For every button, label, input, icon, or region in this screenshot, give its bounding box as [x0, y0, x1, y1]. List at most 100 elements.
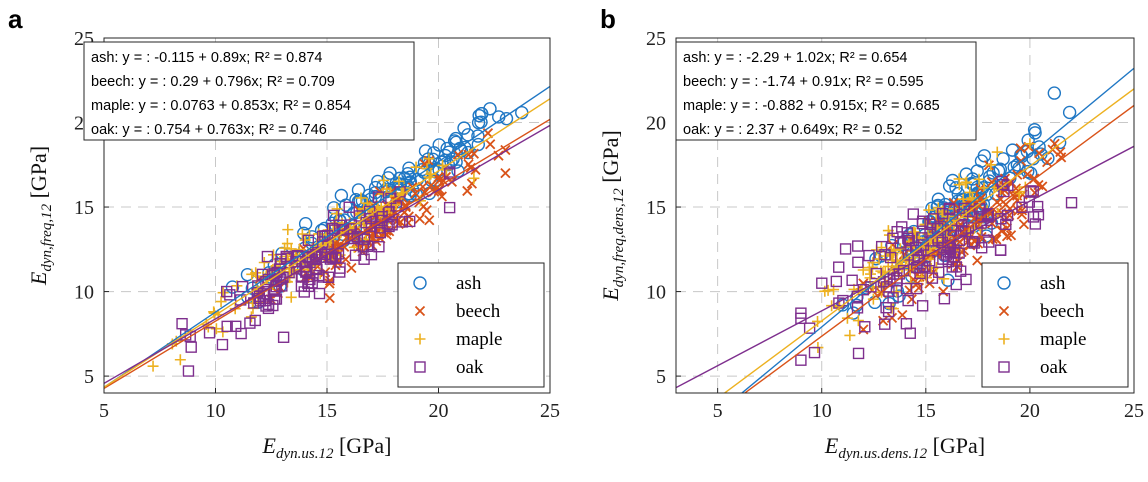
point-maple [1024, 138, 1036, 150]
point-oak [981, 224, 993, 236]
point-oak [327, 209, 340, 222]
point-oak [896, 221, 908, 233]
point-oak [302, 277, 314, 290]
point-oak [313, 287, 326, 300]
y-tick-label: 20 [646, 113, 666, 135]
point-oak [1031, 200, 1044, 213]
point-maple [468, 172, 480, 184]
point-oak [816, 277, 828, 289]
x-axis-label-main: E [824, 433, 839, 458]
point-oak [353, 210, 366, 222]
point-oak [932, 266, 945, 278]
point-beech [436, 191, 447, 202]
y-tick-label: 25 [646, 28, 666, 50]
fit-lines [104, 85, 550, 390]
point-oak [839, 243, 852, 255]
equation-beech: beech: y = : 0.29 + 0.796x; R² = 0.709 [91, 74, 335, 90]
point-beech [1042, 157, 1053, 168]
point-oak [361, 240, 374, 253]
point-oak [916, 217, 929, 230]
point-oak [859, 321, 871, 333]
fit-line-maple [104, 98, 550, 388]
x-tick-label: 10 [812, 400, 832, 422]
point-oak [1025, 185, 1037, 197]
point-oak [994, 244, 1007, 256]
point-beech [346, 262, 357, 274]
point-ash [381, 171, 395, 185]
point-ash [949, 181, 963, 195]
point-beech [452, 149, 464, 160]
point-beech [1000, 199, 1011, 210]
point-maple [921, 272, 933, 284]
point-maple [378, 174, 390, 186]
legend-label-ash: ash [456, 273, 482, 294]
point-oak [260, 300, 272, 312]
legend-label-ash: ash [1040, 273, 1066, 294]
point-maple [215, 296, 227, 308]
point-ash [457, 121, 471, 135]
y-tick-label: 15 [74, 197, 94, 219]
point-oak [803, 322, 816, 334]
point-oak [221, 320, 233, 333]
point-oak [887, 232, 899, 245]
point-ash [298, 217, 313, 231]
point-oak [216, 338, 229, 351]
point-ash [475, 107, 489, 121]
point-beech [1037, 181, 1048, 192]
y-tick-label: 10 [646, 282, 666, 304]
point-beech [1012, 190, 1023, 201]
point-oak [390, 200, 403, 212]
point-oak [833, 261, 845, 273]
point-beech [421, 204, 432, 216]
point-oak [332, 248, 345, 260]
x-axis-label-sub: dyn.us.dens.12 [838, 446, 927, 462]
legend-label-beech: beech [1040, 301, 1085, 322]
point-oak [203, 327, 216, 339]
point-oak [879, 249, 891, 261]
legend-box [397, 262, 545, 388]
x-tick-label: 15 [317, 400, 337, 422]
point-oak [373, 241, 385, 253]
point-oak [943, 202, 956, 215]
legend-label-maple: maple [456, 329, 502, 350]
legend-box [981, 262, 1129, 388]
equation-beech: beech: y = : -1.74 + 0.91x; R² = 0.595 [683, 74, 924, 90]
point-oak [900, 318, 913, 330]
point-oak [277, 331, 290, 343]
equation-ash: ash: y = : -0.115 + 0.89x; R² = 0.874 [91, 50, 322, 66]
point-oak [851, 302, 864, 314]
point-ash [1047, 86, 1062, 100]
point-beech [1018, 219, 1030, 230]
y-tick-label: 10 [74, 282, 94, 304]
point-maple [258, 256, 270, 268]
point-maple [894, 243, 906, 255]
x-tick-label: 15 [916, 400, 936, 422]
point-oak [310, 262, 322, 275]
x-axis-label: Edyn.us.12 [GPa] [262, 433, 392, 462]
point-oak [975, 211, 988, 223]
point-oak [830, 275, 843, 288]
point-maple [246, 268, 258, 280]
x-tick-label: 5 [713, 400, 723, 422]
point-ash [446, 152, 460, 166]
point-oak [914, 267, 926, 280]
point-oak [326, 251, 339, 264]
point-oak [937, 253, 949, 265]
point-oak [907, 208, 919, 220]
point-oak [230, 320, 242, 333]
point-maple [210, 323, 222, 335]
x-tick-label: 20 [1020, 400, 1040, 422]
point-maple [991, 146, 1003, 158]
point-oak [852, 240, 864, 252]
fit-line-ash [740, 67, 1134, 393]
x-tick-label: 10 [206, 400, 226, 422]
point-beech [1055, 146, 1066, 158]
legend-marker-ash [997, 276, 1011, 290]
point-beech [414, 213, 425, 224]
point-oak [904, 327, 916, 339]
fit-line-beech [743, 104, 1134, 393]
point-oak [256, 268, 269, 281]
point-oak [966, 235, 979, 248]
point-beech [1049, 138, 1060, 149]
point-oak [877, 276, 890, 288]
